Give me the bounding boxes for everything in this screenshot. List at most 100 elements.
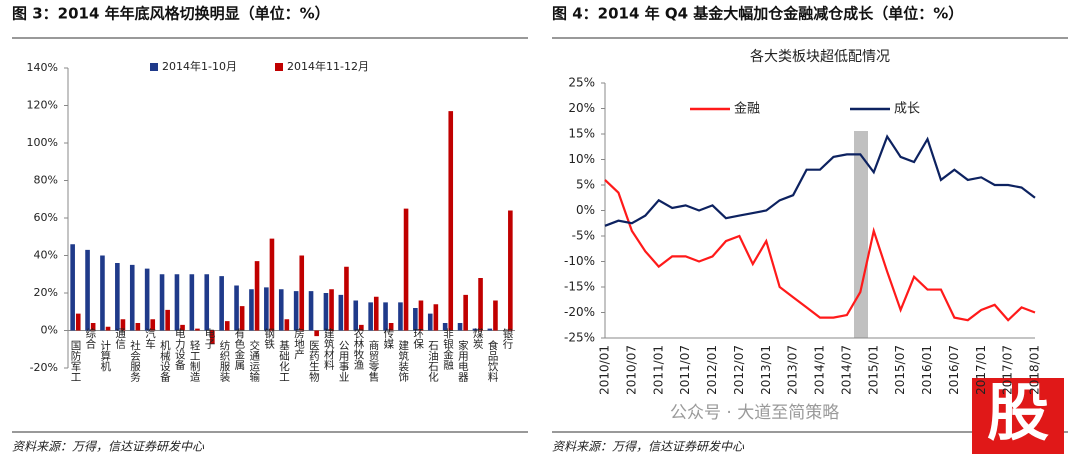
bar (165, 309, 170, 331)
x-tick-label: 社会服务 (129, 339, 141, 383)
bar (472, 328, 478, 331)
y-tick-label: -20% (30, 361, 58, 374)
x-tick-label: 汽车 (144, 327, 156, 350)
bar (105, 326, 111, 331)
bar (234, 285, 239, 331)
bar (338, 294, 344, 331)
x-tick-label: 2010/07 (624, 345, 638, 395)
bar (239, 306, 245, 331)
series-line (604, 134, 1036, 227)
bar (442, 323, 448, 331)
bar (457, 323, 463, 331)
legend-label: 金融 (734, 101, 760, 117)
legend-swatch (275, 63, 283, 71)
bar (70, 244, 75, 331)
bar (368, 302, 373, 331)
x-tick-label: 电子 (204, 327, 216, 349)
x-tick-label: 房地产 (293, 327, 305, 360)
x-tick-label: 2015/01 (866, 345, 880, 395)
logo: 股 (987, 376, 1049, 449)
bar (278, 289, 284, 331)
x-tick-label: 2018/01 (1028, 345, 1042, 395)
x-tick-label: 医药生物 (308, 340, 320, 383)
x-tick-label: 钢铁 (263, 327, 275, 350)
y-tick-label: -5% (572, 229, 595, 243)
bar (264, 287, 269, 331)
x-tick-label: 环保 (412, 328, 424, 350)
x-tick-label: 2012/01 (705, 345, 719, 395)
legend-label: 2014年11-12月 (287, 59, 369, 73)
bar (487, 328, 493, 331)
x-tick-label: 基础化工 (278, 339, 290, 382)
x-tick-label: 传媒 (382, 328, 394, 350)
x-tick-label: 食品饮料 (487, 339, 499, 383)
x-tick-label: 2012/07 (732, 345, 746, 395)
y-tick-label: 25% (568, 76, 595, 90)
figure-caption: 图 3：2014 年年底风格切换明显（单位：%） (12, 5, 330, 23)
bar (254, 261, 260, 331)
x-tick-label: 建筑材料 (323, 327, 335, 371)
x-tick-label: 机械设备 (159, 339, 171, 383)
bar (159, 274, 165, 331)
x-tick-label: 轻工制造 (189, 339, 201, 382)
x-tick-label: 2011/07 (678, 345, 692, 395)
x-tick-label: 综合 (84, 327, 96, 350)
bar (284, 319, 290, 331)
y-tick-label: -25% (564, 331, 595, 345)
x-tick-label: 2015/07 (893, 345, 907, 395)
y-tick-label: 0% (576, 203, 595, 217)
bar (249, 289, 254, 331)
bar (353, 300, 359, 331)
y-tick-label: 15% (568, 127, 595, 141)
x-tick-label: 2011/01 (651, 345, 665, 395)
x-tick-label: 农林牧渔 (353, 327, 365, 371)
x-tick-label: 2014/07 (839, 345, 853, 395)
x-tick-label: 2013/01 (759, 345, 773, 395)
y-tick-label: 100% (27, 136, 58, 149)
x-tick-label: 电力设备 (174, 327, 186, 371)
bar (224, 321, 230, 331)
figure-caption: 图 4：2014 年 Q4 基金大幅加仓金融减仓成长（单位：%） (552, 5, 963, 23)
bar (120, 319, 126, 331)
y-tick-label: 0% (41, 324, 58, 337)
x-tick-label: 通信 (114, 328, 126, 350)
bar (75, 313, 81, 331)
bar (269, 238, 275, 331)
x-tick-label: 银行 (502, 327, 514, 350)
x-tick-label: 煤炭 (472, 327, 484, 350)
x-tick-label: 计算机 (99, 339, 111, 372)
bar (90, 323, 96, 331)
legend-label: 2014年1-10月 (162, 59, 237, 73)
x-tick-label: 家用电器 (457, 339, 469, 383)
highlight-band (854, 131, 868, 338)
bar (189, 274, 195, 331)
bar (427, 313, 433, 331)
x-tick-label: 2017/07 (1001, 345, 1015, 395)
x-tick-label: 2013/07 (786, 345, 800, 395)
y-tick-label: 20% (568, 101, 595, 115)
x-tick-label: 纺织服装 (218, 339, 230, 383)
x-tick-label: 公用事业 (338, 340, 350, 382)
x-tick-label: 石油石化 (427, 340, 439, 383)
source: 资料来源：万得，信达证券研发中心 (552, 440, 745, 454)
bar (463, 294, 468, 331)
x-tick-label: 有色金属 (233, 327, 245, 371)
y-tick-label: -15% (564, 280, 595, 294)
bar (180, 324, 185, 331)
bar (398, 302, 403, 331)
y-tick-label: 40% (34, 249, 58, 262)
bar (129, 264, 135, 331)
x-tick-label: 2016/01 (920, 345, 934, 395)
x-tick-label: 商贸零售 (367, 339, 379, 383)
legend-swatch (150, 63, 158, 71)
bar (403, 208, 409, 331)
bar (373, 296, 379, 331)
x-tick-label: 国防军工 (69, 340, 81, 382)
y-tick-label: 20% (34, 286, 58, 299)
bar (135, 323, 141, 331)
y-tick-label: 120% (27, 99, 58, 112)
legend-label: 成长 (894, 102, 920, 117)
bar (433, 304, 439, 331)
bar (144, 268, 150, 331)
bar (174, 274, 180, 331)
